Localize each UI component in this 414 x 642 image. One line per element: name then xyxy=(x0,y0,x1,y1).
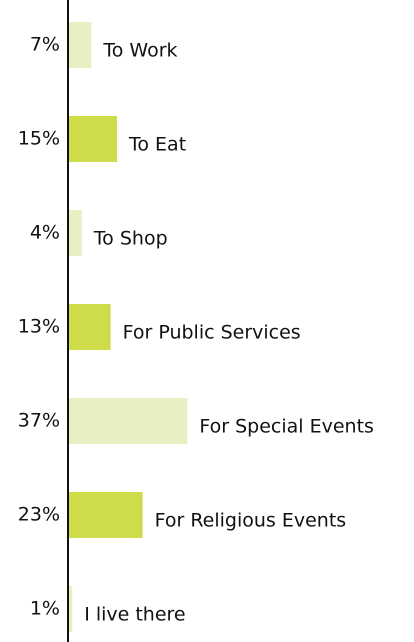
category-label: To Eat xyxy=(128,134,186,156)
value-label: 13% xyxy=(18,316,60,338)
value-label: 1% xyxy=(30,598,60,620)
category-label: I live there xyxy=(84,604,185,626)
value-label: 15% xyxy=(18,128,60,150)
bar xyxy=(69,492,143,538)
bar xyxy=(69,22,92,68)
bar xyxy=(69,210,82,256)
category-label: For Special Events xyxy=(199,416,374,438)
value-label: 4% xyxy=(30,222,60,244)
value-label: 7% xyxy=(30,34,60,56)
bar xyxy=(69,398,188,444)
bar xyxy=(69,304,111,350)
category-label: To Work xyxy=(102,40,177,62)
category-label: To Shop xyxy=(93,228,168,250)
value-label: 23% xyxy=(18,504,60,526)
value-label: 37% xyxy=(18,410,60,432)
bar xyxy=(69,586,73,632)
bar xyxy=(69,116,117,162)
category-label: For Religious Events xyxy=(155,510,347,532)
category-label: For Public Services xyxy=(123,322,301,344)
